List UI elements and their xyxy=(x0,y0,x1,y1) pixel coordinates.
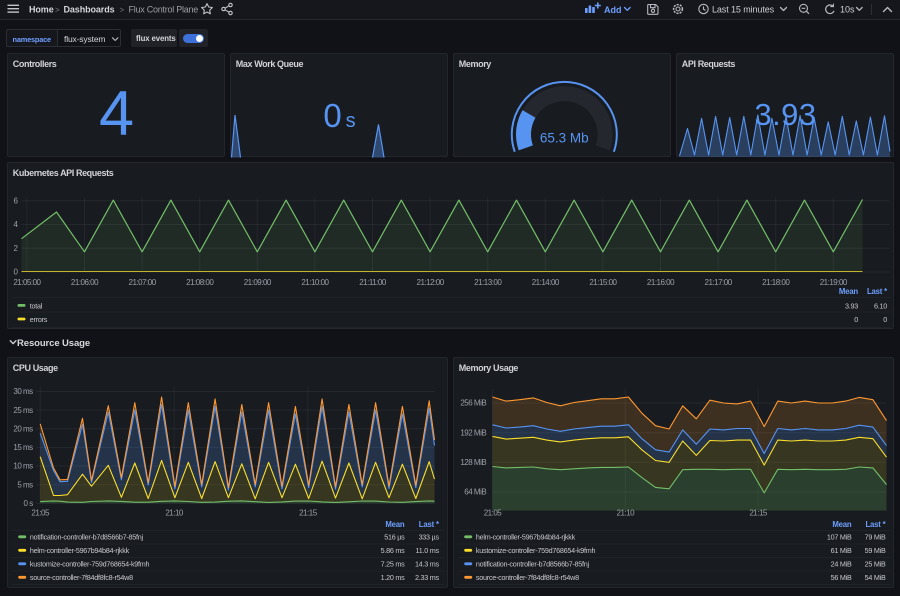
svg-text:0: 0 xyxy=(13,268,18,277)
svg-text:Mean: Mean xyxy=(385,520,405,529)
svg-text:21:10: 21:10 xyxy=(165,509,184,518)
svg-text:0: 0 xyxy=(854,315,858,324)
svg-text:64 MiB: 64 MiB xyxy=(464,488,486,497)
svg-text:516 µs: 516 µs xyxy=(384,533,405,542)
svg-text:notification-controller-b7d856: notification-controller-b7d8566b7-85fnj xyxy=(29,533,143,542)
svg-text:>: > xyxy=(55,5,60,14)
svg-text:21:10: 21:10 xyxy=(616,509,635,518)
svg-text:source-controller-7f84df8fc8-r: source-controller-7f84df8fc8-r54w8 xyxy=(29,573,132,582)
svg-text:256 MiB: 256 MiB xyxy=(460,399,486,408)
svg-text:56 MiB: 56 MiB xyxy=(830,573,851,582)
svg-text:65.3 Mb: 65.3 Mb xyxy=(539,131,588,146)
svg-text:21:12:00: 21:12:00 xyxy=(416,278,444,287)
svg-text:helm-controller-5967b94b84-rjk: helm-controller-5967b94b84-rjkkk xyxy=(29,546,129,555)
svg-text:total: total xyxy=(29,301,42,310)
svg-text:54 MiB: 54 MiB xyxy=(864,573,885,582)
svg-text:61 MiB: 61 MiB xyxy=(830,546,851,555)
svg-text:4: 4 xyxy=(13,220,18,229)
svg-text:25 ms: 25 ms xyxy=(13,406,33,415)
svg-text:21:17:00: 21:17:00 xyxy=(704,278,732,287)
svg-text:21:11:00: 21:11:00 xyxy=(359,278,387,287)
svg-text:Mean: Mean xyxy=(838,287,858,296)
svg-text:0 s: 0 s xyxy=(23,499,33,508)
svg-text:21:09:00: 21:09:00 xyxy=(243,278,271,287)
svg-text:21:15:00: 21:15:00 xyxy=(589,278,617,287)
svg-text:21:18:00: 21:18:00 xyxy=(762,278,790,287)
svg-text:Mean: Mean xyxy=(832,520,852,529)
svg-text:192 MiB: 192 MiB xyxy=(460,428,486,437)
svg-text:128 MiB: 128 MiB xyxy=(460,458,486,467)
svg-text:59 MiB: 59 MiB xyxy=(864,546,885,555)
svg-text:Home: Home xyxy=(29,5,54,15)
svg-text:Dashboards: Dashboards xyxy=(64,5,115,15)
svg-text:10s: 10s xyxy=(840,5,855,15)
svg-text:15 ms: 15 ms xyxy=(13,443,33,452)
svg-text:21:05:00: 21:05:00 xyxy=(13,278,41,287)
svg-text:21:19:00: 21:19:00 xyxy=(819,278,847,287)
svg-text:kustomize-controller-759d76865: kustomize-controller-759d768654-k9fmh xyxy=(475,546,595,555)
svg-text:21:05: 21:05 xyxy=(483,509,502,518)
svg-text:14.3 ms: 14.3 ms xyxy=(414,560,438,569)
svg-text:21:13:00: 21:13:00 xyxy=(474,278,502,287)
svg-text:25 MiB: 25 MiB xyxy=(864,560,885,569)
svg-text:107 MiB: 107 MiB xyxy=(826,533,851,542)
svg-text:6: 6 xyxy=(13,196,18,205)
svg-text:Flux Control Plane: Flux Control Plane xyxy=(129,5,199,15)
svg-text:source-controller-7f84df8fc8-r: source-controller-7f84df8fc8-r54w8 xyxy=(475,573,578,582)
svg-text:helm-controller-5967b94b84-rjk: helm-controller-5967b94b84-rjkkk xyxy=(475,533,575,542)
svg-text:11.0 ms: 11.0 ms xyxy=(415,546,439,555)
svg-text:2.33 ms: 2.33 ms xyxy=(414,573,438,582)
svg-text:kustomize-controller-759d76865: kustomize-controller-759d768654-k9fmh xyxy=(29,560,149,569)
svg-text:0: 0 xyxy=(883,315,887,324)
svg-text:21:05: 21:05 xyxy=(31,509,50,518)
svg-text:2: 2 xyxy=(13,244,18,253)
svg-text:Last *: Last * xyxy=(865,520,886,529)
svg-text:Last *: Last * xyxy=(418,520,439,529)
svg-text:1.20 ms: 1.20 ms xyxy=(380,573,404,582)
svg-text:333 µs: 333 µs xyxy=(418,533,439,542)
svg-text:21:06:00: 21:06:00 xyxy=(70,278,98,287)
svg-text:Last *: Last * xyxy=(866,287,887,296)
svg-text:30 ms: 30 ms xyxy=(13,387,33,396)
svg-text:Add: Add xyxy=(604,5,622,15)
svg-text:3.93: 3.93 xyxy=(845,301,858,310)
svg-text:20 ms: 20 ms xyxy=(13,425,33,434)
svg-text:21:07:00: 21:07:00 xyxy=(128,278,156,287)
svg-text:79 MiB: 79 MiB xyxy=(864,533,885,542)
svg-text:7.25 ms: 7.25 ms xyxy=(380,560,404,569)
svg-text:21:10:00: 21:10:00 xyxy=(301,278,329,287)
svg-text:5 ms: 5 ms xyxy=(17,480,33,489)
svg-text:5.86 ms: 5.86 ms xyxy=(380,546,404,555)
svg-text:24 MiB: 24 MiB xyxy=(830,560,851,569)
svg-text:10 ms: 10 ms xyxy=(13,462,33,471)
svg-text:21:08:00: 21:08:00 xyxy=(186,278,214,287)
svg-text:>: > xyxy=(120,5,125,14)
svg-text:21:15: 21:15 xyxy=(299,509,318,518)
svg-text:21:16:00: 21:16:00 xyxy=(646,278,674,287)
svg-text:notification-controller-b7d856: notification-controller-b7d8566b7-85fnj xyxy=(475,560,589,569)
svg-text:21:14:00: 21:14:00 xyxy=(531,278,559,287)
svg-text:errors: errors xyxy=(29,315,47,324)
svg-text:21:15: 21:15 xyxy=(749,509,768,518)
svg-text:6.10: 6.10 xyxy=(874,301,887,310)
svg-text:Last 15 minutes: Last 15 minutes xyxy=(712,5,775,15)
